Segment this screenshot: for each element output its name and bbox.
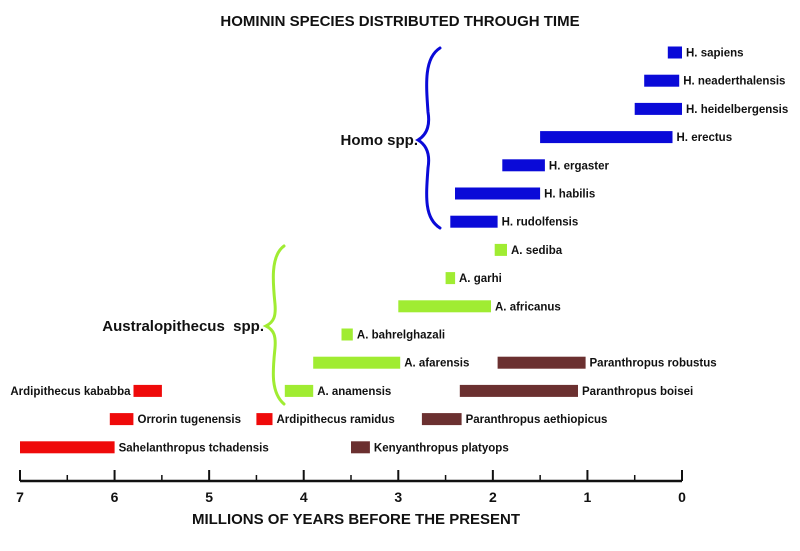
ardipithecus-kababba-label: Ardipithecus kababba xyxy=(10,386,131,398)
paranthropus-boisei-bar xyxy=(459,384,578,397)
australopithecus-group-label: Australopithecus spp. xyxy=(102,318,264,335)
kenyanthropus-platyops-label: Kenyanthropus platyops xyxy=(374,442,509,454)
x-tick-label-0: 0 xyxy=(678,489,686,505)
x-tick-label-1: 1 xyxy=(584,489,592,505)
h-neaderthalensis-label: H. neaderthalensis xyxy=(683,76,785,88)
x-tick-label-2: 2 xyxy=(489,489,497,505)
a-bahrelghazali-bar xyxy=(341,328,353,341)
a-anamensis-bar xyxy=(284,384,314,397)
paranthropus-aethiopicus-label: Paranthropus aethiopicus xyxy=(466,414,608,426)
a-afarensis-bar xyxy=(313,356,401,369)
chart-title: HOMININ SPECIES DISTRIBUTED THROUGH TIME xyxy=(220,13,579,30)
homo-group-label: Homo spp. xyxy=(341,132,419,149)
a-garhi-bar xyxy=(445,272,456,285)
a-africanus-bar xyxy=(398,300,491,313)
ardipithecus-ramidus-bar xyxy=(256,413,273,426)
x-tick-label-5: 5 xyxy=(205,489,213,505)
h-rudolfensis-bar xyxy=(450,215,498,228)
a-afarensis-label: A. afarensis xyxy=(404,358,469,370)
h-habilis-bar xyxy=(455,187,541,200)
a-africanus-label: A. africanus xyxy=(495,301,561,313)
ardipithecus-ramidus-label: Ardipithecus ramidus xyxy=(277,414,395,426)
a-bahrelghazali-label: A. bahrelghazali xyxy=(357,330,445,342)
h-ergaster-label: H. ergaster xyxy=(549,160,610,172)
a-anamensis-label: A. anamensis xyxy=(317,386,391,398)
h-erectus-label: H. erectus xyxy=(677,132,733,144)
paranthropus-aethiopicus-bar xyxy=(421,413,462,426)
paranthropus-boisei-label: Paranthropus boisei xyxy=(582,386,693,398)
x-tick-label-7: 7 xyxy=(16,489,24,505)
h-heidelbergensis-label: H. heidelbergensis xyxy=(686,104,788,116)
sahelanthropus-tchadensis-bar xyxy=(20,441,115,454)
a-garhi-label: A. garhi xyxy=(459,273,502,285)
x-tick-label-3: 3 xyxy=(394,489,402,505)
h-neaderthalensis-bar xyxy=(644,74,680,87)
species-labels: H. sapiens H. neaderthalensis H. heidelber… xyxy=(10,48,788,455)
h-sapiens-label: H. sapiens xyxy=(686,48,744,60)
paranthropus-robustus-bar xyxy=(497,356,586,369)
orrorin-tugenensis-label: Orrorin tugenensis xyxy=(138,414,242,426)
h-ergaster-bar xyxy=(502,159,545,172)
h-habilis-label: H. habilis xyxy=(544,189,595,201)
kenyanthropus-platyops-bar xyxy=(351,441,370,454)
a-sediba-label: A. sediba xyxy=(511,245,563,257)
h-sapiens-bar xyxy=(667,46,682,59)
h-erectus-bar xyxy=(540,131,673,144)
group-braces: Homo spp. Australopithecus spp. xyxy=(102,46,442,406)
sahelanthropus-tchadensis-label: Sahelanthropus tchadensis xyxy=(119,442,269,454)
x-tick-label-6: 6 xyxy=(111,489,119,505)
australopithecus-brace xyxy=(262,244,286,406)
a-sediba-bar xyxy=(494,243,507,256)
h-rudolfensis-label: H. rudolfensis xyxy=(502,217,579,229)
x-axis: 7 6 5 4 3 2 1 0 xyxy=(16,470,686,505)
paranthropus-robustus-label: Paranthropus robustus xyxy=(590,358,717,370)
x-axis-label: MILLIONS OF YEARS BEFORE THE PRESENT xyxy=(192,511,520,528)
x-tick-label-4: 4 xyxy=(300,489,308,505)
species-bars xyxy=(20,46,682,454)
orrorin-tugenensis-bar xyxy=(109,413,134,426)
h-heidelbergensis-bar xyxy=(634,102,682,115)
homo-brace xyxy=(415,46,442,230)
ardipithecus-kababba-bar xyxy=(133,384,162,397)
